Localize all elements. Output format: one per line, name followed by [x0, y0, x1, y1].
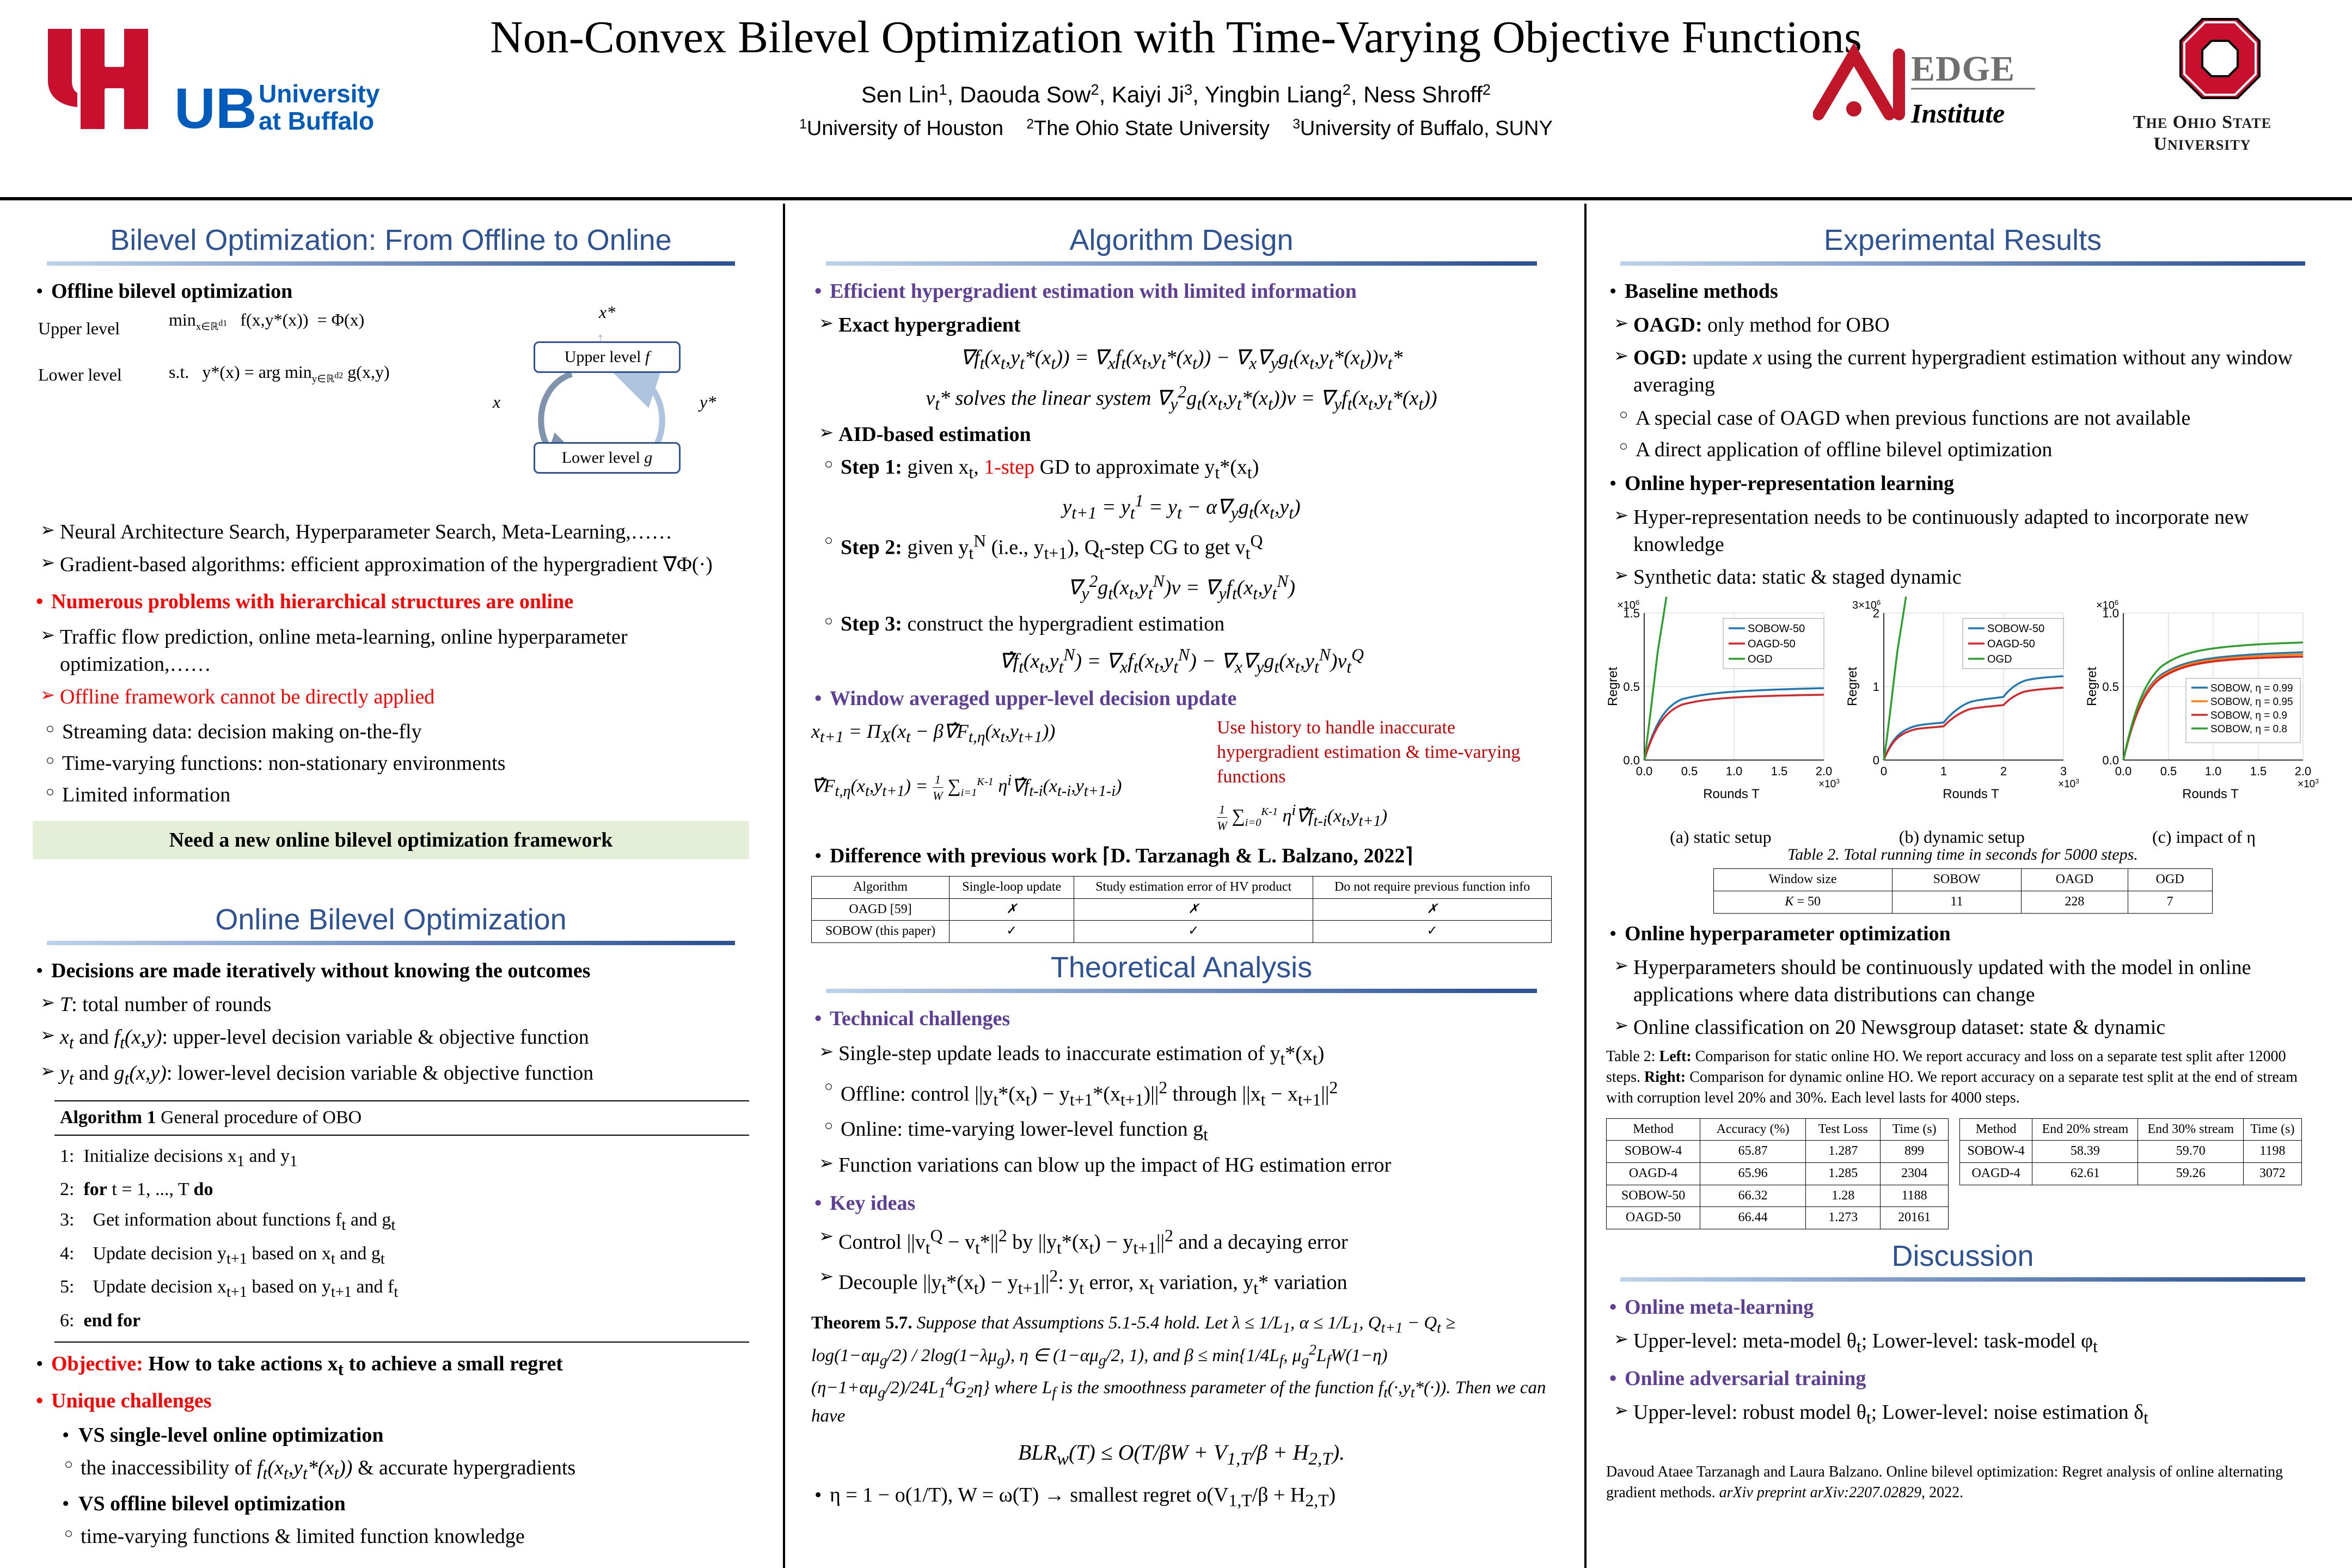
svg-text:1.0: 1.0	[1726, 764, 1743, 778]
svg-text:Rounds T: Rounds T	[2182, 787, 2239, 801]
svg-text:OGD: OGD	[1987, 653, 2012, 665]
svg-text:1: 1	[1940, 764, 1947, 778]
svg-text:0.0: 0.0	[2115, 764, 2132, 778]
svg-text:0.5: 0.5	[2160, 764, 2177, 778]
svg-text:SOBOW, η = 0.9: SOBOW, η = 0.9	[2210, 710, 2287, 721]
svg-text:SOBOW, η = 0.8: SOBOW, η = 0.8	[2210, 724, 2287, 735]
svg-text:OAGD-50: OAGD-50	[1748, 638, 1796, 650]
svg-text:Institute: Institute	[1910, 98, 2005, 128]
svg-text:×103: ×103	[2058, 777, 2079, 790]
svg-text:Regret: Regret	[2085, 666, 2099, 706]
svg-text:1.0: 1.0	[2205, 764, 2222, 778]
svg-text:×103: ×103	[2298, 777, 2319, 790]
svg-text:at Buffalo: at Buffalo	[259, 107, 374, 135]
svg-text:1.5: 1.5	[1771, 764, 1788, 778]
svg-text:×103: ×103	[1818, 777, 1840, 790]
svg-text:SOBOW-50: SOBOW-50	[1748, 623, 1805, 635]
svg-text:1: 1	[1873, 680, 1879, 694]
svg-text:UNIVERSITY: UNIVERSITY	[2153, 134, 2251, 154]
svg-text:UB: UB	[174, 77, 257, 140]
svg-text:Regret: Regret	[1846, 666, 1860, 706]
svg-text:Rounds T: Rounds T	[1703, 787, 1760, 801]
svg-text:0.5: 0.5	[2102, 680, 2119, 694]
svg-text:SOBOW, η = 0.99: SOBOW, η = 0.99	[2210, 683, 2293, 694]
svg-text:0.5: 0.5	[1623, 680, 1640, 694]
svg-text:EDGE: EDGE	[1911, 49, 2015, 89]
svg-text:0.0: 0.0	[1636, 764, 1653, 778]
svg-text:3: 3	[2060, 764, 2067, 778]
svg-text:University: University	[259, 79, 380, 108]
svg-text:SOBOW, η = 0.95: SOBOW, η = 0.95	[2210, 696, 2293, 708]
svg-text:SOBOW-50: SOBOW-50	[1987, 623, 2044, 635]
svg-text:OGD: OGD	[1748, 653, 1773, 665]
svg-text:OAGD-50: OAGD-50	[1987, 638, 2035, 650]
svg-text:2.0: 2.0	[1816, 764, 1833, 778]
svg-text:2: 2	[2000, 764, 2007, 778]
svg-text:3×106: 3×106	[1852, 598, 1881, 611]
svg-text:0.5: 0.5	[1681, 764, 1698, 778]
svg-text:1.5: 1.5	[2250, 764, 2267, 778]
svg-text:0: 0	[1881, 764, 1887, 778]
svg-text:2.0: 2.0	[2295, 764, 2312, 778]
svg-text:Rounds T: Rounds T	[1943, 787, 1999, 801]
svg-text:0: 0	[1873, 754, 1879, 767]
svg-text:Regret: Regret	[1606, 666, 1620, 706]
svg-text:THE OHIO STATE: THE OHIO STATE	[2133, 112, 2271, 132]
